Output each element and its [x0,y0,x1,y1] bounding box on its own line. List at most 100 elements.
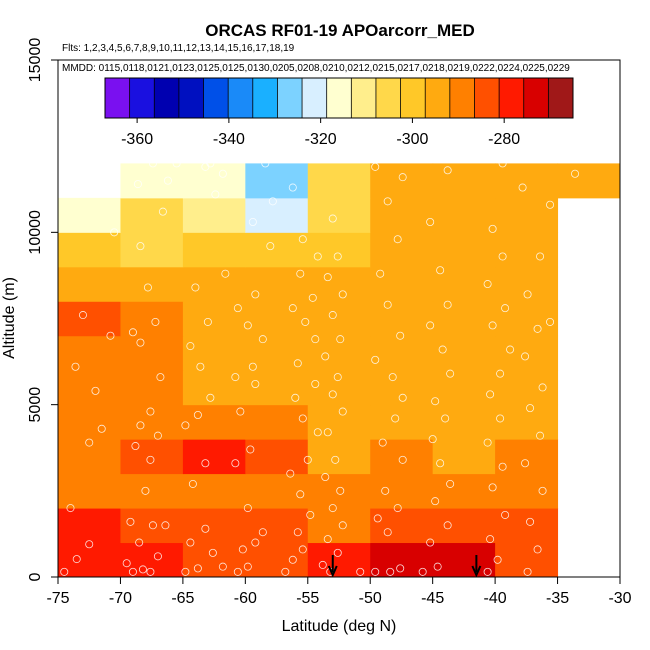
data-point [371,567,380,576]
data-point [333,252,342,261]
latitude-arrow [471,555,482,578]
data-point [443,300,452,309]
heatmap-cell [120,473,184,509]
data-point [243,321,252,330]
data-point [386,567,395,576]
data-point [206,159,215,168]
data-point [293,359,302,368]
data-point [321,473,330,482]
heatmap-cell [58,335,121,371]
data-point [538,383,547,392]
data-point [203,317,212,326]
data-point [141,486,150,495]
colorbar-segment [425,78,451,118]
heatmap-cell [245,197,309,233]
data-point [251,379,260,388]
data-point [251,290,260,299]
heatmap-cell [307,301,371,337]
data-point [106,331,115,340]
data-point [338,521,347,530]
heatmap-cell [432,370,496,406]
heatmap-cell [370,404,434,440]
colorbar-tick-label: -360 [121,131,153,148]
data-point [333,548,342,557]
data-point [338,407,347,416]
data-point [328,311,337,320]
heatmap-cell [307,232,371,268]
heatmap-cell [370,301,434,337]
data-point [261,159,270,168]
data-point [97,424,106,433]
data-point [388,373,397,382]
data-point [336,335,345,344]
heatmap-cell [370,335,434,371]
heatmap-cell [58,473,121,509]
heatmap-cell [58,197,121,233]
y-tick-label: 15000 [27,38,44,83]
data-point [181,567,190,576]
heatmap-cell [182,473,246,509]
heatmap-cell [182,301,246,337]
data-point [135,538,144,547]
data-point [371,162,380,171]
data-point [208,548,217,557]
data-point [85,540,94,549]
heatmap-cell [370,473,434,509]
data-point [193,411,202,420]
colorbar-segment [523,78,549,118]
data-point [338,290,347,299]
heatmap-cell [495,163,559,199]
x-tick-label: -70 [109,590,132,607]
data-point [533,324,542,333]
data-point [483,567,492,576]
data-point [186,342,195,351]
data-point [78,311,87,320]
heatmap-cell [307,266,371,302]
data-point [301,317,310,326]
chart-title: ORCAS RF01-19 APOarcorr_MED [205,21,475,40]
heatmap-cell [120,266,184,302]
data-point [523,290,532,299]
colorbar-frame [104,77,574,119]
heatmap-cell [245,266,309,302]
data-point [146,407,155,416]
heatmap-cell [432,301,496,337]
data-point [498,159,507,168]
data-point [433,562,442,571]
colorbar-segment [375,78,401,118]
data-point [321,352,330,361]
data-point [60,567,69,576]
data-point [233,304,242,313]
data-point [136,421,145,430]
heatmap-cell [495,508,559,544]
data-point [128,567,137,576]
data-point [288,555,297,564]
data-point [501,510,510,519]
data-point [188,479,197,488]
data-point [496,414,505,423]
data-point [428,435,437,444]
data-point [293,528,302,537]
heatmap-cell [245,473,309,509]
heatmap-cell [182,508,246,544]
data-point [398,173,407,182]
data-point [238,545,247,554]
colorbar-segment [154,78,180,118]
data-point [538,486,547,495]
data-point [146,455,155,464]
data-point [153,431,162,440]
data-point [331,455,340,464]
data-point [110,228,119,237]
heatmap-cell [307,439,371,475]
colorbar-segment [351,78,377,118]
data-point [251,538,260,547]
data-point [311,335,320,344]
heatmap-cell [120,197,184,233]
y-tick-label: 5000 [27,387,44,423]
data-point [501,304,510,313]
heatmap-cell [245,301,309,337]
x-tick-label: -35 [546,590,569,607]
data-point [231,373,240,382]
heatmap-cell [495,473,559,509]
